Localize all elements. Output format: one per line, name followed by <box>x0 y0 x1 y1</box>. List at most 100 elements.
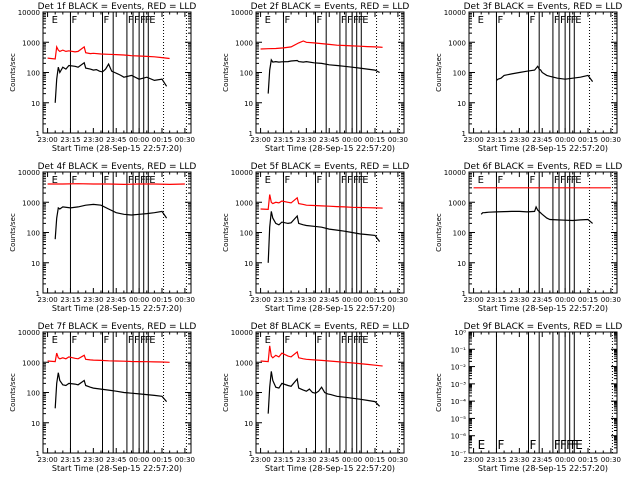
chart-panel-5: Det 5f BLACK = Events, RED = LLD 1 10 100 10… <box>222 162 409 313</box>
x-tick-label: 23:45 <box>532 296 552 304</box>
flag-label: F <box>317 175 323 186</box>
flag-label: F <box>530 15 536 26</box>
y-axis-label: Counts/sec <box>222 373 230 412</box>
y-tick-label: 10000 <box>18 329 40 337</box>
flag-label: E <box>265 335 271 346</box>
events-series-line <box>54 61 168 103</box>
flag-label: F <box>347 175 353 186</box>
x-tick-label: 00:00 <box>129 456 149 464</box>
flag-label: F <box>317 335 323 346</box>
x-tick-label: 00:00 <box>555 296 575 304</box>
x-tick-label: 23:00 <box>37 456 57 464</box>
y-tick-label: 1000 <box>22 199 40 207</box>
flag-label: F <box>560 15 566 26</box>
x-tick-label: 23:45 <box>106 456 126 464</box>
flag-label: E <box>265 175 271 186</box>
y-tick-label: 10⁻⁵ <box>451 415 467 423</box>
x-tick-label: 00:15 <box>578 296 598 304</box>
x-axis-label: Start Time (28-Sep-15 22:57:20) <box>265 464 395 473</box>
x-axis-label: Start Time (28-Sep-15 22:57:20) <box>52 304 182 313</box>
flag-label: E <box>52 335 58 346</box>
flag-label: F <box>497 15 503 26</box>
x-tick-label: 23:30 <box>83 456 103 464</box>
chart-panel-7: Det 7f BLACK = Events, RED = LLD 1 10 100 10… <box>9 322 196 473</box>
events-series-line <box>480 205 593 224</box>
flag-label: E <box>52 15 58 26</box>
x-tick-label: 23:30 <box>83 296 103 304</box>
y-tick-label: 10⁻¹ <box>451 346 467 354</box>
flag-label: F <box>571 175 577 186</box>
flag-label: F <box>134 335 140 346</box>
y-tick-label: 10 <box>31 100 40 108</box>
y-axis-label: Counts/sec <box>435 373 443 412</box>
y-tick-label: 1 <box>462 290 466 298</box>
x-tick-label: 23:00 <box>463 136 483 144</box>
y-tick-label: 1000 <box>448 39 466 47</box>
x-tick-label: 23:45 <box>319 136 339 144</box>
flag-label: F <box>347 15 353 26</box>
x-tick-label: 23:00 <box>463 296 483 304</box>
flag-label: F <box>358 335 364 346</box>
y-tick-label: 100 <box>240 390 253 398</box>
flag-label: E <box>362 335 368 346</box>
events-series-line <box>267 58 380 94</box>
flag-label: E <box>478 175 484 186</box>
x-tick-label: 23:30 <box>83 136 103 144</box>
x-tick-label: 23:45 <box>532 136 552 144</box>
x-tick-label: 23:45 <box>106 296 126 304</box>
flag-label: F <box>497 438 504 452</box>
y-tick-label: 1 <box>249 290 253 298</box>
flag-label: F <box>128 335 134 346</box>
flag-label: F <box>347 335 353 346</box>
y-axis-label: Counts/sec <box>435 213 443 252</box>
plot-frame <box>255 11 405 134</box>
y-tick-label: 100 <box>453 230 466 238</box>
chart-title: Det 9f BLACK = Events, RED = LLD <box>464 322 623 332</box>
x-tick-label: 23:15 <box>60 456 80 464</box>
x-axis-label: Start Time (28-Sep-15 22:57:20) <box>265 304 395 313</box>
chart-panel-3: Det 3f BLACK = Events, RED = LLD 1 10 100 10… <box>435 2 622 153</box>
y-tick-label: 100 <box>453 70 466 78</box>
flag-label: F <box>560 438 567 452</box>
x-tick-label: 00:15 <box>152 136 172 144</box>
flag-label: E <box>478 438 486 452</box>
flag-label: F <box>341 335 347 346</box>
y-tick-label: 10⁻³ <box>451 381 467 389</box>
x-axis-label: Start Time (28-Sep-15 22:57:20) <box>52 144 182 153</box>
x-tick-label: 23:45 <box>319 296 339 304</box>
flag-label: F <box>530 438 537 452</box>
flag-label: F <box>134 175 140 186</box>
x-tick-label: 23:15 <box>60 296 80 304</box>
x-tick-label: 00:30 <box>601 456 621 464</box>
flag-label: F <box>71 175 77 186</box>
y-axis-label: Counts/sec <box>222 213 230 252</box>
x-tick-label: 00:15 <box>152 456 172 464</box>
x-axis-label: Start Time (28-Sep-15 22:57:20) <box>52 464 182 473</box>
y-axis-label: Counts/sec <box>9 373 17 412</box>
y-tick-label: 1000 <box>235 199 253 207</box>
x-tick-label: 00:00 <box>129 136 149 144</box>
flag-label: F <box>140 335 146 346</box>
x-tick-label: 23:30 <box>509 296 529 304</box>
x-tick-label: 00:00 <box>555 136 575 144</box>
plot-frame <box>42 331 192 454</box>
y-tick-label: 10000 <box>18 169 40 177</box>
chart-panel-6: Det 6f BLACK = Events, RED = LLD 1 10 100 10… <box>435 162 622 313</box>
flag-label: F <box>145 335 151 346</box>
x-tick-label: 23:00 <box>250 296 270 304</box>
x-tick-label: 00:30 <box>601 296 621 304</box>
plot-frame <box>468 171 618 294</box>
flag-label: E <box>575 15 581 26</box>
chart-title: Det 1f BLACK = Events, RED = LLD <box>38 2 197 12</box>
chart-title: Det 8f BLACK = Events, RED = LLD <box>251 322 410 332</box>
x-tick-label: 23:15 <box>273 456 293 464</box>
y-tick-label: 10⁻² <box>451 364 467 372</box>
plot-frame <box>42 11 192 134</box>
x-tick-label: 23:45 <box>319 456 339 464</box>
y-tick-label: 10⁰ <box>454 329 466 337</box>
flag-label: F <box>530 175 536 186</box>
y-tick-label: 100 <box>240 230 253 238</box>
x-tick-label: 23:30 <box>296 456 316 464</box>
y-tick-label: 10⁻⁴ <box>451 398 467 406</box>
